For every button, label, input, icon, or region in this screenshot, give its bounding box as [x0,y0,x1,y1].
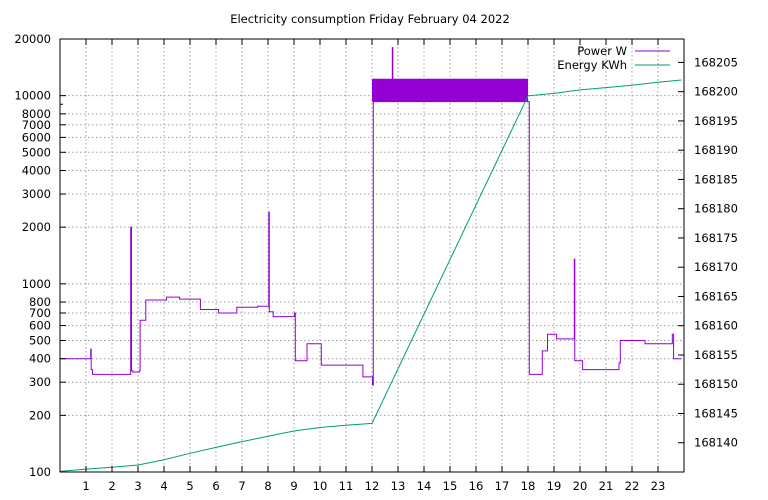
y-tick-label: 3000 [22,187,51,201]
x-tick-label: 3 [134,479,141,493]
x-tick-label: 5 [186,479,193,493]
y-tick-label: 600 [29,319,51,333]
y2-tick-label: 168155 [694,348,738,362]
chart-title: Electricity consumption Friday February … [230,12,510,26]
x-tick-label: 9 [290,479,297,493]
y2-tick-label: 168185 [694,172,738,186]
power-line [60,47,682,386]
y2-tick-label: 168160 [694,319,738,333]
y-tick-label: 1000 [22,277,51,291]
energy-line [59,79,682,472]
y-tick-label: 4000 [22,164,51,178]
x-tick-label: 4 [160,479,167,493]
y2-tick-label: 168140 [694,436,738,450]
axes: 1 2 3 4 5 6 7 8 9 10 11 12 13 14 15 16 17 18 19 20 21 22 23100… [14,32,738,493]
y-tick-label: 20000 [14,32,51,46]
x-tick-label: 7 [238,479,245,493]
power-band [372,78,528,102]
x-tick-label: 22 [625,479,640,493]
x-tick-label: 11 [339,479,354,493]
y2-tick-label: 168195 [694,114,738,128]
y-tick-label: 800 [29,295,51,309]
y-tick-label: 7000 [22,118,51,132]
y2-tick-label: 168200 [694,85,738,99]
x-tick-label: 17 [495,479,510,493]
legend-label-power: Power W [577,44,627,58]
x-tick-label: 2 [108,479,115,493]
y-tick-label: 10000 [14,89,51,103]
y-tick-label: 700 [29,306,51,320]
y2-tick-label: 168165 [694,289,738,303]
legend: Power W Energy KWh [557,44,670,72]
x-tick-label: 16 [469,479,484,493]
x-tick-label: 13 [391,479,406,493]
x-tick-label: 6 [212,479,219,493]
y-tick-label: 6000 [22,130,51,144]
y-tick-label: 100 [29,465,51,479]
y2-tick-label: 168180 [694,202,738,216]
x-tick-label: 18 [521,479,536,493]
x-tick-label: 12 [365,479,380,493]
y2-tick-label: 168190 [694,143,738,157]
y2-tick-label: 168205 [694,55,738,69]
y-tick-label: 300 [29,375,51,389]
plot-series [59,47,682,472]
legend-label-energy: Energy KWh [557,58,627,72]
x-tick-label: 8 [264,479,271,493]
x-tick-label: 10 [313,479,328,493]
y2-tick-label: 168175 [694,231,738,245]
x-tick-label: 20 [573,479,588,493]
y2-tick-label: 168145 [694,406,738,420]
x-tick-label: 1 [82,479,89,493]
y2-tick-label: 168170 [694,260,738,274]
x-tick-label: 23 [651,479,666,493]
x-tick-label: 19 [547,479,562,493]
y-tick-label: 400 [29,352,51,366]
y-tick-label: 2000 [22,220,51,234]
x-tick-label: 14 [417,479,432,493]
y-tick-label: 500 [29,333,51,347]
x-tick-label: 15 [443,479,458,493]
y-tick-label: 200 [29,408,51,422]
y-tick-label: 5000 [22,145,51,159]
x-tick-label: 21 [599,479,614,493]
y2-tick-label: 168150 [694,377,738,391]
y-tick-label: 8000 [22,107,51,121]
grid [60,38,684,473]
